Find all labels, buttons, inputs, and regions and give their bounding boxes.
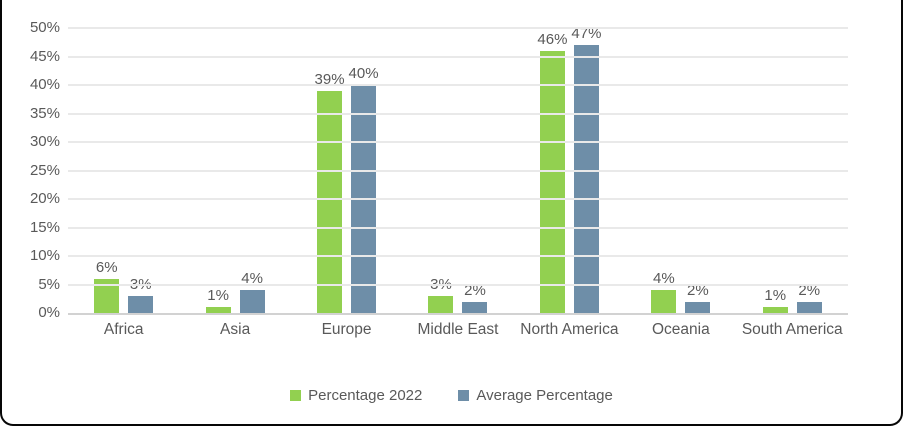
gridline — [68, 84, 848, 86]
bar-column: 1% — [762, 287, 788, 313]
bar-data-label: 46% — [537, 30, 568, 48]
bar-data-label: 2% — [798, 281, 821, 299]
bar-column: 46% — [537, 30, 568, 313]
bar — [762, 307, 788, 313]
bar — [317, 90, 343, 313]
y-axis: 0% 5% 10% 15% 20% 25% 30% 35% 40% 45% 50% — [2, 0, 60, 424]
bar-data-label: 4% — [653, 270, 675, 288]
bar-column: 4% — [651, 270, 677, 313]
bar — [239, 290, 265, 313]
bar-data-label: 1% — [764, 287, 787, 305]
bar-column: 1% — [205, 287, 231, 313]
bar-column: 40% — [348, 65, 379, 313]
x-category-label: North America — [520, 321, 619, 338]
x-category-label: Europe — [321, 321, 372, 338]
bar — [462, 301, 488, 313]
bar — [428, 295, 454, 313]
bar-group: 1% 4% — [179, 28, 290, 313]
gridline — [68, 141, 848, 143]
bar-column: 3% — [428, 276, 454, 313]
bar-data-label: 1% — [207, 287, 229, 305]
y-tick-label: 0% — [38, 304, 60, 321]
x-axis: Africa Asia Europe Middle East North America… — [68, 321, 848, 339]
gridline — [68, 226, 848, 229]
x-category-label: Middle East — [417, 321, 499, 338]
bar-group: 4% 2% — [625, 28, 736, 313]
x-category-label: South America — [741, 321, 843, 338]
bar-column: 2% — [462, 281, 488, 313]
bar-column: 2% — [796, 281, 822, 313]
x-category-label: Asia — [220, 321, 251, 338]
bar-column: 39% — [314, 70, 345, 313]
bar-data-label: 2% — [687, 281, 709, 299]
legend-item: Percentage 2022 — [290, 387, 422, 404]
bar-group: 6% 3% — [68, 28, 179, 313]
bar — [651, 290, 677, 313]
gridline — [68, 27, 848, 29]
bar-data-label: 6% — [95, 258, 118, 276]
y-tick-label: 40% — [29, 76, 60, 93]
bar — [128, 295, 154, 313]
bar-group: 1% 2% — [737, 28, 848, 313]
bar — [573, 45, 599, 313]
y-tick-label: 50% — [29, 19, 60, 36]
bar-column: 6% — [94, 258, 120, 313]
gridline — [68, 169, 848, 172]
bar — [205, 307, 231, 313]
plot-area: 6% 3% 1% 4% 39% 40% 3% 2% 46% 47% 4% 2% 1% 2% — [68, 25, 848, 315]
gridline — [68, 55, 848, 58]
legend-swatch-icon — [290, 390, 302, 401]
legend-label: Average Percentage — [476, 387, 613, 404]
gridline — [68, 283, 848, 286]
bar — [685, 301, 711, 313]
legend-label: Percentage 2022 — [308, 387, 423, 404]
bar — [539, 50, 565, 313]
bar-column: 2% — [685, 281, 711, 313]
gridline — [68, 112, 848, 115]
gridline — [68, 198, 848, 200]
y-tick-label: 45% — [29, 47, 60, 65]
y-tick-label: 30% — [29, 133, 60, 150]
y-tick-label: 5% — [38, 275, 60, 293]
bar-column: 47% — [571, 25, 602, 313]
gridline — [68, 255, 848, 257]
bar-data-label: 2% — [464, 281, 486, 299]
legend-swatch-icon — [458, 390, 470, 401]
bar-column: 3% — [128, 276, 154, 313]
y-tick-label: 35% — [29, 104, 60, 122]
legend-item: Average Percentage — [458, 387, 613, 404]
bar-data-label: 39% — [314, 70, 345, 88]
x-category-label: Africa — [103, 321, 144, 338]
bar — [796, 301, 822, 313]
bar-group: 46% 47% — [514, 25, 625, 313]
x-category-label: Oceania — [651, 321, 710, 338]
bar-data-label: 40% — [348, 65, 379, 82]
bar-column: 4% — [239, 270, 265, 313]
y-tick-label: 25% — [29, 161, 60, 179]
bar-data-label: 4% — [241, 270, 263, 288]
bar-data-label: 47% — [571, 25, 602, 43]
y-tick-label: 15% — [29, 218, 60, 236]
legend: Percentage 2022 Average Percentage — [2, 387, 901, 404]
y-tick-label: 10% — [29, 247, 60, 264]
y-tick-label: 20% — [29, 190, 60, 207]
